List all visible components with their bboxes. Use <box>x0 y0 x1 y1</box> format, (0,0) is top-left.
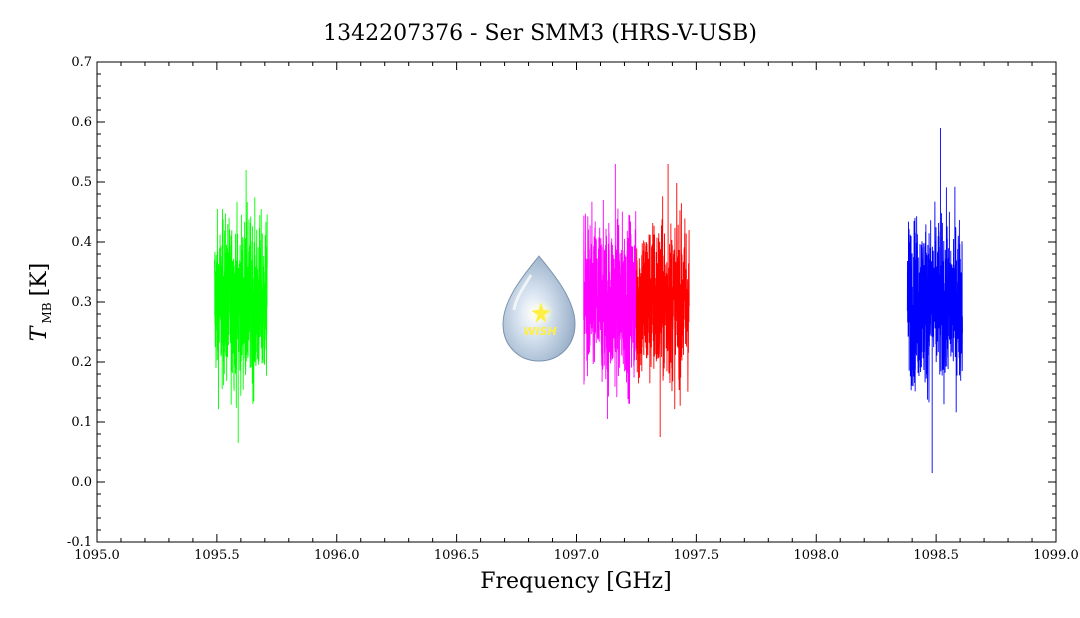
y-tick-label: 0.2 <box>71 355 92 370</box>
series-line-4 <box>906 128 963 473</box>
plot-frame <box>96 61 1057 543</box>
x-tick-label: 1095.5 <box>194 548 240 563</box>
y-tick-labels: -0.1 0.0 0.1 0.2 0.3 0.4 0.5 0.6 0.7 <box>67 55 92 550</box>
y-axis-title: TMB [K] <box>27 263 54 341</box>
y-axis-symbol: T <box>27 324 52 341</box>
x-tick-label: 1096.0 <box>314 548 360 563</box>
y-axis-subscript: MB <box>40 302 54 323</box>
x-tick-label: 1096.5 <box>434 548 480 563</box>
y-tick-label: 0.1 <box>71 415 92 430</box>
series-line-2 <box>583 164 637 419</box>
x-tick-label: 1098.0 <box>794 548 840 563</box>
series-line-3 <box>635 164 690 437</box>
y-tick-label: 0.5 <box>71 175 92 190</box>
x-tick-label: 1097.5 <box>674 548 720 563</box>
wish-logo-text: WISH <box>523 325 556 338</box>
wish-logo: WISH <box>502 255 576 362</box>
x-axis-title: Frequency [GHz] <box>480 569 672 594</box>
y-tick-label: 0.6 <box>71 115 92 130</box>
y-tick-label: 0.0 <box>71 475 92 490</box>
y-tick-label: 0.4 <box>71 235 92 250</box>
star-icon <box>531 302 551 323</box>
x-tick-label: 1095.0 <box>74 548 120 563</box>
x-tick-label: 1097.0 <box>554 548 600 563</box>
series-layer <box>214 128 963 473</box>
x-tick-labels: 1095.0 1095.5 1096.0 1096.5 1097.0 1097.5 1098… <box>74 548 1079 563</box>
y-tick-label: -0.1 <box>67 535 92 550</box>
series-line-1 <box>214 170 268 443</box>
y-tick-label: 0.7 <box>71 55 92 70</box>
y-axis-unit: [K] <box>27 263 52 297</box>
x-tick-label: 1098.5 <box>913 548 959 563</box>
chart-title: 1342207376 - Ser SMM3 (HRS-V-USB) <box>323 21 757 46</box>
x-tick-label: 1099.0 <box>1033 548 1079 563</box>
axis-ticks <box>96 61 1057 543</box>
y-tick-label: 0.3 <box>71 295 92 310</box>
